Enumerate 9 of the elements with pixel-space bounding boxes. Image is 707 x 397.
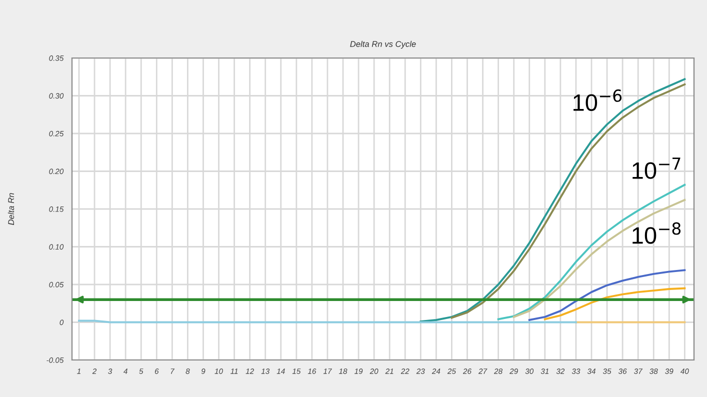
line-series — [512, 198, 686, 318]
y-axis-title: Delta Rn — [8, 193, 14, 225]
line-series — [528, 269, 686, 321]
annotation: 10$^{−6}$ — [574, 89, 622, 111]
annotation: 10$^{−7}$ — [632, 158, 680, 179]
annotation: 10$^{−8}$ — [632, 222, 681, 244]
line-series — [544, 287, 686, 320]
line-series — [497, 184, 686, 320]
chart-title: Delta Rn vs Cycle — [350, 40, 416, 49]
